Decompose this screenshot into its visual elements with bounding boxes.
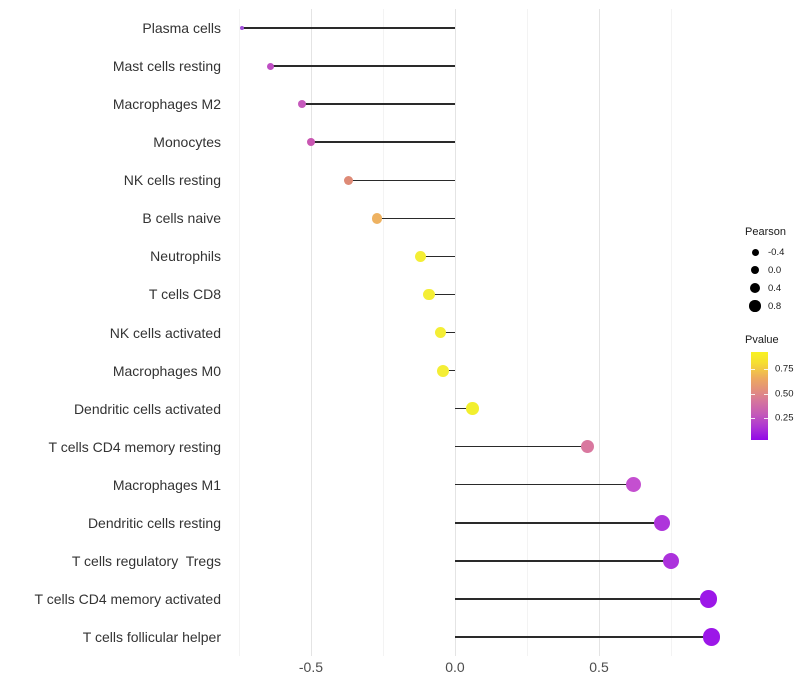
y-axis-label: Dendritic cells resting (87, 514, 221, 531)
lollipop-stem (420, 255, 455, 258)
major-gridline (454, 9, 456, 656)
lollipop-dot (239, 25, 245, 31)
colorbar-tick-label: 0.75 (775, 363, 794, 375)
lollipop-stem (443, 369, 455, 372)
minor-gridline (382, 9, 384, 656)
lollipop-dot (423, 288, 435, 301)
lollipop-stem (454, 483, 634, 486)
minor-gridline (238, 9, 240, 656)
size-legend-title: Pearson (745, 226, 786, 238)
minor-gridline (671, 9, 673, 656)
lollipop-stem (241, 27, 455, 29)
lollipop-dot (699, 590, 718, 608)
y-axis-label: T cells CD4 memory activated (34, 590, 221, 607)
lollipop-dot (414, 250, 426, 262)
colorbar-tick (751, 368, 755, 370)
y-axis-label: NK cells resting (123, 172, 221, 189)
y-axis-label: Macrophages M1 (112, 476, 221, 493)
y-axis-label: T cells regulatory Tregs (71, 552, 221, 569)
y-axis-label: B cells naive (142, 210, 221, 227)
y-axis-label: Mast cells resting (112, 58, 221, 75)
lollipop-dot (267, 62, 275, 70)
size-legend: -0.4 0.0 0.4 0.8 (745, 243, 800, 315)
colorbar-tick-label: 0.50 (775, 388, 794, 400)
lollipop-stem (454, 560, 671, 562)
color-legend-title: Pvalue (745, 334, 779, 346)
major-gridline (599, 9, 600, 656)
lollipop-dot (702, 628, 721, 646)
lollipop-stem (454, 598, 709, 600)
colorbar-tick (764, 394, 768, 396)
y-axis-label: T cells follicular helper (82, 628, 221, 645)
y-axis-label: Dendritic cells activated (73, 400, 221, 417)
lollipop-stem (377, 217, 455, 220)
lollipop-dot (580, 439, 595, 454)
x-axis-tick-label: 0.5 (589, 659, 609, 675)
lollipop-dot (654, 514, 671, 531)
minor-gridline (526, 9, 528, 656)
size-legend-item: 0.0 (745, 261, 800, 279)
y-axis-label: T cells CD8 (148, 286, 221, 303)
legend: Pearson -0.4 0.0 0.4 0.8 Pvalue 0.75 (745, 226, 800, 440)
lollipop-dot (466, 402, 479, 415)
size-legend-item: -0.4 (745, 243, 800, 261)
size-legend-dot (750, 283, 760, 293)
colorbar-tick (764, 418, 768, 420)
size-legend-label: 0.8 (768, 300, 782, 312)
lollipop-dot (371, 213, 383, 224)
y-axis-label: Monocytes (153, 134, 221, 151)
lollipop-stem (454, 407, 473, 410)
lollipop-stem (302, 103, 455, 105)
size-legend-label: 0.4 (768, 282, 782, 294)
y-axis-label: Plasma cells (142, 20, 221, 37)
size-legend-dot-box (748, 248, 762, 256)
lollipop-dot (434, 326, 447, 339)
major-gridline (310, 9, 312, 656)
plot-panel (230, 9, 756, 656)
y-axis-label: NK cells activated (109, 324, 221, 341)
lollipop-stem (454, 636, 712, 638)
lollipop-dot (663, 552, 680, 569)
y-axis-label: T cells CD4 memory resting (48, 438, 221, 455)
lollipop-stem (310, 141, 455, 143)
x-axis-tick-label: 0.0 (445, 659, 465, 675)
lollipop-stem (348, 179, 455, 181)
size-legend-label: 0.0 (768, 264, 782, 276)
colorbar-tick (764, 368, 768, 370)
lollipop-dot (298, 100, 307, 109)
size-legend-item: 0.4 (745, 279, 800, 297)
size-legend-dot-box (748, 300, 762, 312)
lollipop-stem (454, 522, 663, 524)
color-legend: 0.75 0.50 0.25 (751, 352, 794, 440)
x-axis-tick-label: -0.5 (298, 659, 323, 675)
y-axis-label: Macrophages M2 (112, 96, 221, 113)
y-axis-label: Macrophages M0 (112, 362, 221, 379)
size-legend-item: 0.8 (745, 297, 800, 315)
colorbar-tick-label: 0.25 (775, 412, 794, 424)
y-axis-label: Neutrophils (150, 248, 221, 265)
lollipop-dot (626, 477, 642, 493)
size-legend-dot-box (748, 283, 762, 293)
lollipop-stem (429, 293, 455, 296)
y-axis-labels: Plasma cells Mast cells resting Macrophage… (0, 9, 221, 656)
size-legend-dot (750, 265, 760, 275)
lollipop-dot (306, 137, 316, 147)
size-legend-dot (749, 300, 761, 312)
lollipop-stem (454, 445, 588, 448)
size-legend-label: -0.4 (768, 246, 785, 258)
size-legend-dot (751, 248, 759, 256)
lollipop-dot (343, 175, 354, 185)
colorbar-gradient (751, 352, 768, 440)
colorbar-tick (751, 394, 755, 396)
colorbar-tick (751, 418, 755, 420)
lollipop-stem (440, 331, 455, 334)
lollipop-dot (437, 364, 450, 377)
size-legend-dot-box (748, 265, 762, 275)
x-axis: -0.5 0.0 0.5 (230, 659, 756, 679)
lollipop-stem (270, 65, 455, 67)
